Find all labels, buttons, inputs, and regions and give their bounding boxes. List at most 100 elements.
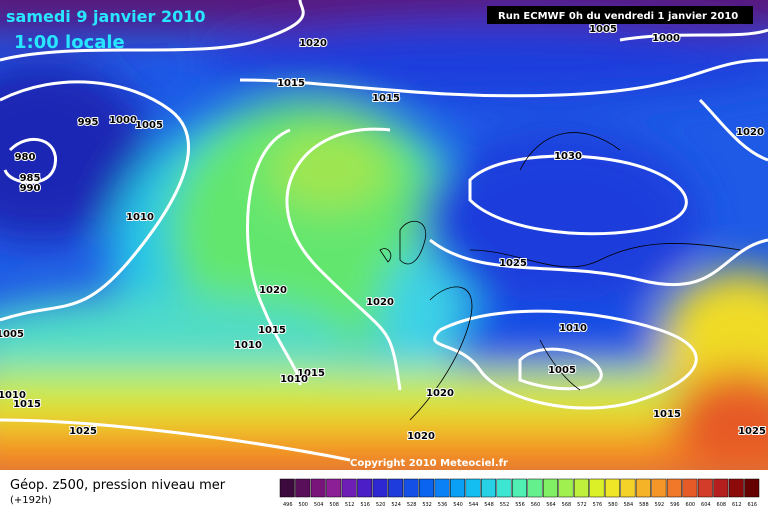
legend-swatch [512, 478, 527, 498]
isobar-label: 1030 [554, 151, 582, 162]
legend-label: 504 [314, 502, 324, 508]
isobar-label: 1000 [109, 115, 137, 126]
isobar-label: 1015 [297, 368, 325, 379]
isobar-label: 1020 [259, 285, 287, 296]
legend-swatch [450, 478, 466, 498]
map [0, 0, 768, 470]
legend-label: 532 [422, 502, 432, 508]
legend-swatch [326, 478, 342, 498]
isobar-label: 1005 [135, 120, 163, 131]
legend-swatch [542, 478, 558, 498]
copyright: Copyright 2010 Meteociel.fr [350, 458, 508, 469]
legend-swatch [357, 478, 373, 498]
legend-swatch [527, 478, 543, 498]
legend-swatch [651, 478, 667, 498]
legend-swatch [419, 478, 435, 498]
legend-swatch [728, 478, 744, 498]
legend-swatch [604, 478, 620, 498]
legend-swatch [388, 478, 404, 498]
isobar-label: 1010 [0, 390, 26, 401]
date: samedi 9 janvier 2010 [6, 7, 205, 26]
legend-swatch [589, 478, 605, 498]
legend-label: 612 [732, 502, 742, 508]
legend-label: 608 [717, 502, 727, 508]
legend-swatch [481, 478, 497, 498]
legend-label: 584 [624, 502, 634, 508]
footer-lead: (+192h) [10, 495, 52, 506]
legend-swatch [465, 478, 481, 498]
legend-swatch [682, 478, 698, 498]
legend-label: 528 [407, 502, 417, 508]
isobar-label: 1020 [426, 388, 454, 399]
legend-label: 568 [562, 502, 572, 508]
legend-label: 572 [577, 502, 587, 508]
isobar-label: 1020 [366, 297, 394, 308]
isobar-label: 990 [20, 183, 41, 194]
isobar-label: 1025 [69, 426, 97, 437]
isobar-label: 1005 [589, 24, 617, 35]
time: 1:00 locale [14, 32, 125, 53]
legend-label: 496 [283, 502, 293, 508]
isobar-label: 985 [20, 173, 41, 184]
isobar-label: 1005 [0, 329, 24, 340]
isobar-label: 1015 [372, 93, 400, 104]
isobar-label: 980 [15, 152, 36, 163]
legend-label: 560 [531, 502, 541, 508]
isobar-label: 1005 [548, 365, 576, 376]
legend-label: 600 [686, 502, 696, 508]
legend-label: 508 [329, 502, 339, 508]
legend-swatch [434, 478, 450, 498]
isobar-label: 1015 [13, 399, 41, 410]
legend-label: 592 [655, 502, 665, 508]
legend-swatch [713, 478, 729, 498]
footer-title: Géop. z500, pression niveau mer [10, 478, 226, 493]
legend-label: 536 [438, 502, 448, 508]
isobar-label: 1020 [299, 38, 327, 49]
isobar-label: 1010 [280, 374, 308, 385]
legend-label: 500 [298, 502, 308, 508]
legend-label: 576 [593, 502, 603, 508]
legend-label: 520 [376, 502, 386, 508]
isobar-label: 1010 [559, 323, 587, 334]
legend-label: 604 [701, 502, 711, 508]
legend-swatch [279, 478, 295, 498]
legend-label: 556 [515, 502, 525, 508]
legend-swatch [635, 478, 651, 498]
run-info: Run ECMWF 0h du vendredi 1 janvier 2010 [498, 11, 738, 22]
legend-swatch [744, 478, 760, 498]
legend-swatch [341, 478, 357, 498]
isobar-label: 1025 [738, 426, 766, 437]
legend-label: 548 [484, 502, 494, 508]
legend-swatch [620, 478, 636, 498]
isobar-label: 1010 [234, 340, 262, 351]
isobar-label: 1015 [653, 409, 681, 420]
isobar-label: 1010 [126, 212, 154, 223]
legend-swatch [573, 478, 589, 498]
legend-swatch [310, 478, 326, 498]
isobar-label: 1025 [499, 258, 527, 269]
isobar-label: 1020 [407, 431, 435, 442]
legend-label: 552 [500, 502, 510, 508]
legend-label: 516 [360, 502, 370, 508]
isobar-label: 995 [78, 117, 99, 128]
legend-label: 540 [453, 502, 463, 508]
legend-swatch [295, 478, 311, 498]
legend-label: 588 [639, 502, 649, 508]
isobar-label: 1000 [652, 33, 680, 44]
legend-label: 580 [608, 502, 618, 508]
legend-label: 616 [747, 502, 757, 508]
legend-label: 524 [391, 502, 401, 508]
legend-swatch [496, 478, 512, 498]
legend-label: 512 [345, 502, 355, 508]
legend-swatch [666, 478, 682, 498]
coastlines [379, 132, 741, 421]
legend-swatch [403, 478, 419, 498]
legend-label: 564 [546, 502, 556, 508]
legend-label: 544 [469, 502, 479, 508]
legend-label: 596 [670, 502, 680, 508]
isobars [0, 0, 768, 462]
legend-swatch [697, 478, 713, 498]
isobar-label: 1015 [258, 325, 286, 336]
legend-swatch [558, 478, 574, 498]
